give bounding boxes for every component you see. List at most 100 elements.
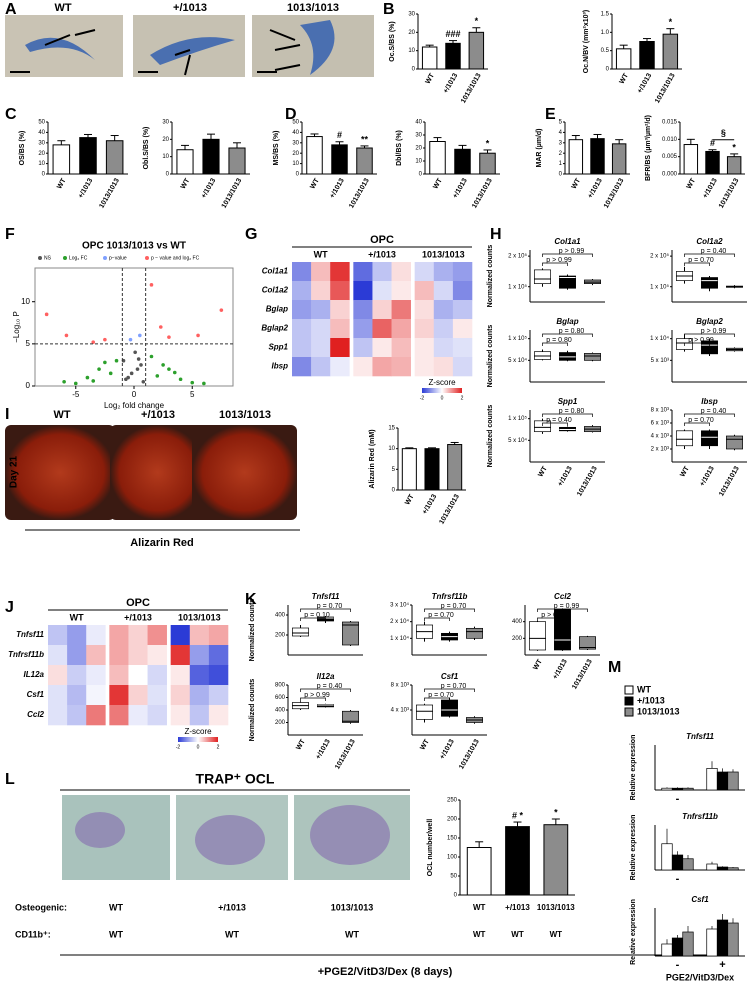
heat-cell: [311, 281, 331, 301]
heat-cell: [292, 319, 312, 339]
colorbar: [422, 388, 462, 393]
bracket: [684, 413, 735, 417]
bar: [468, 31, 485, 70]
box: [534, 420, 551, 433]
x-axis-label: PGE2/VitD3/Dex: [666, 972, 734, 982]
image-label: +/1013: [141, 409, 175, 421]
heat-cell: [292, 357, 312, 377]
point: [161, 363, 165, 367]
heat-cell: [433, 338, 454, 358]
box: [701, 277, 718, 289]
box: [441, 699, 458, 717]
y-tick-label: 400: [512, 619, 523, 625]
p-value: p > 0.99: [304, 692, 330, 699]
panel-letter: C: [5, 106, 17, 123]
heat-cell: [330, 338, 350, 358]
x-tick-label: 5: [190, 390, 195, 399]
annotation: #: [710, 138, 715, 148]
y-tick-label: 100: [447, 855, 458, 861]
bar: [716, 919, 729, 957]
legend-title: Z-score: [184, 727, 212, 736]
y-axis-label: −Log₁₀ P: [12, 311, 21, 343]
x-tick-label: +/1013: [557, 465, 574, 487]
y-tick-label: 1 x 10⁴: [650, 335, 669, 342]
bar: [671, 937, 684, 957]
bar: [682, 858, 694, 871]
x-tick-label: +: [719, 959, 725, 971]
legend-marker: [63, 256, 67, 260]
y-tick-label: 1: [559, 161, 563, 167]
row-value: WT: [225, 929, 239, 939]
day-label: Day 21: [9, 455, 20, 488]
x-tick-label: 1013/1013: [334, 738, 357, 770]
annotation: # *: [512, 810, 524, 820]
bar: [445, 42, 461, 70]
heat-cell: [208, 705, 229, 726]
x-tick-label: +/1013: [636, 72, 653, 94]
heat-cell: [391, 262, 411, 282]
y-tick-label: 200: [275, 633, 286, 639]
x-tick-label: 1013/1013: [576, 465, 599, 497]
x-tick-label: 1013/1013: [718, 465, 741, 497]
y-tick-label: 20: [292, 151, 299, 157]
point: [91, 340, 96, 344]
panel-letter: G: [245, 226, 257, 243]
point: [172, 370, 177, 375]
bar: [706, 768, 718, 791]
x-tick-label: +/1013: [315, 738, 332, 760]
bar: [611, 143, 627, 175]
heat-cell: [414, 281, 435, 301]
row-label: Ibsp: [272, 362, 289, 371]
heat-cell: [292, 262, 312, 282]
bracket: [424, 697, 450, 701]
heat-cell: [353, 262, 373, 282]
y-axis-label: Obl.S/BS (%): [143, 127, 150, 170]
heat-cell: [86, 665, 106, 686]
x-tick-label: WT: [618, 72, 630, 86]
x-tick-label: +/1013: [552, 658, 569, 680]
bar: [662, 33, 679, 70]
heat-cell: [452, 357, 473, 377]
y-tick-label: 0.015: [662, 120, 678, 126]
heat-cell: [353, 300, 373, 320]
heat-cell: [433, 357, 454, 377]
point: [64, 333, 69, 338]
heat-cell: [67, 685, 87, 706]
row-value: WT: [109, 929, 123, 939]
p-value: p > 0.99: [546, 257, 572, 264]
point: [103, 337, 107, 342]
histology-images: [5, 15, 374, 77]
point: [114, 358, 119, 363]
heat-cell: [414, 338, 435, 358]
bar: [356, 147, 373, 175]
y-tick-label: 30: [292, 140, 299, 146]
bar: [105, 140, 124, 175]
y-axis-label: Normalized counts: [487, 405, 494, 468]
x-tick-label: 1013/1013: [458, 738, 481, 770]
colorbar-tick: 2: [217, 744, 220, 750]
bar: [479, 152, 496, 175]
point: [219, 308, 224, 312]
legend-label: 1013/1013: [637, 706, 680, 716]
y-tick-label: 5 x 10⁴: [508, 437, 527, 444]
y-tick-label: 0: [419, 172, 423, 178]
point: [73, 381, 78, 386]
chart-title: Tnfsf11: [312, 592, 340, 601]
x-tick-label: WT: [424, 72, 436, 86]
y-tick-label: 50: [450, 874, 457, 880]
bracket: [684, 253, 735, 257]
x-tick-label: WT: [473, 903, 486, 912]
y-tick-label: 20: [415, 146, 422, 152]
annotation: *: [486, 138, 490, 148]
bracket: [684, 422, 710, 426]
caption: Alizarin Red: [130, 537, 194, 549]
point: [97, 367, 101, 371]
y-tick-label: 2 x 10³: [651, 447, 669, 453]
y-axis-label: BFR/BS (µm³/µm²/d): [645, 115, 652, 181]
group-label: 1013/1013: [178, 612, 221, 622]
heat-cell: [292, 281, 312, 301]
heat-cell: [452, 300, 473, 320]
heat-cell: [330, 262, 350, 282]
row-label: Tnfsf11: [16, 630, 44, 639]
heat-cell: [208, 625, 229, 646]
